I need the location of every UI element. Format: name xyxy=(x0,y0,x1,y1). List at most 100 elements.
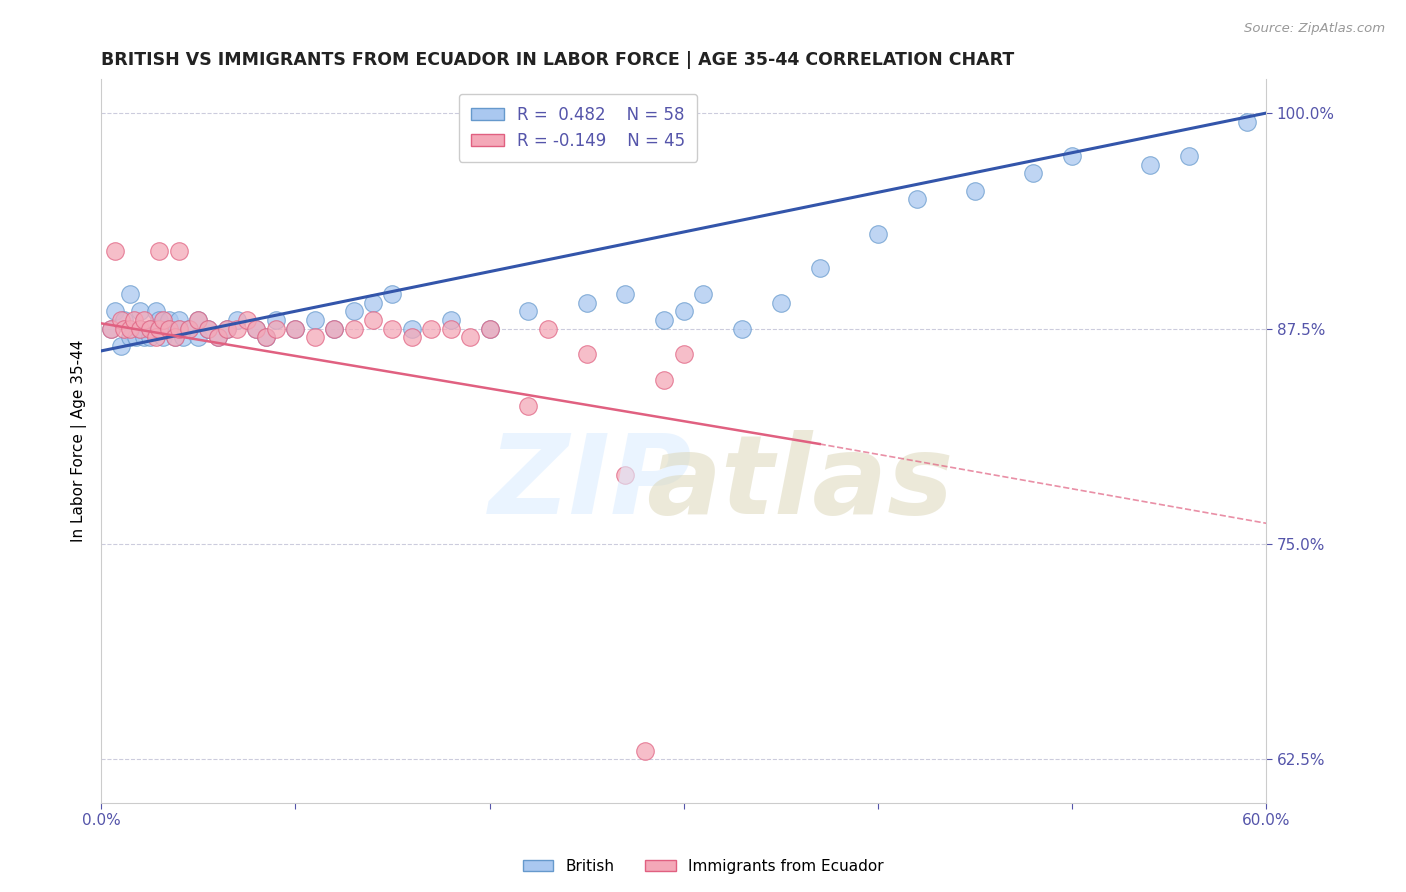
Point xyxy=(104,304,127,318)
Point xyxy=(129,321,152,335)
Point xyxy=(167,321,190,335)
Point xyxy=(264,313,287,327)
Text: atlas: atlas xyxy=(647,431,953,538)
Point xyxy=(138,330,160,344)
Text: Source: ZipAtlas.com: Source: ZipAtlas.com xyxy=(1244,22,1385,36)
Point xyxy=(148,313,170,327)
Point xyxy=(207,330,229,344)
Point xyxy=(304,313,326,327)
Point xyxy=(172,330,194,344)
Point xyxy=(866,227,889,241)
Legend: British, Immigrants from Ecuador: British, Immigrants from Ecuador xyxy=(516,853,890,880)
Point xyxy=(652,313,675,327)
Point xyxy=(167,321,190,335)
Point xyxy=(152,313,174,327)
Point xyxy=(129,304,152,318)
Point xyxy=(157,313,180,327)
Point xyxy=(342,304,364,318)
Point xyxy=(187,330,209,344)
Point xyxy=(440,313,463,327)
Point xyxy=(245,321,267,335)
Point xyxy=(304,330,326,344)
Point xyxy=(458,330,481,344)
Point xyxy=(1236,114,1258,128)
Point xyxy=(381,321,404,335)
Point xyxy=(125,330,148,344)
Point xyxy=(163,330,186,344)
Point xyxy=(614,468,637,483)
Point xyxy=(157,321,180,335)
Point xyxy=(132,313,155,327)
Point xyxy=(284,321,307,335)
Point xyxy=(323,321,346,335)
Point xyxy=(114,321,136,335)
Point xyxy=(575,347,598,361)
Point xyxy=(769,295,792,310)
Point xyxy=(148,321,170,335)
Point xyxy=(110,339,132,353)
Point xyxy=(132,330,155,344)
Point xyxy=(120,330,142,344)
Point xyxy=(652,373,675,387)
Point xyxy=(187,313,209,327)
Point xyxy=(148,244,170,258)
Point xyxy=(478,321,501,335)
Point xyxy=(575,295,598,310)
Point xyxy=(731,321,754,335)
Point xyxy=(342,321,364,335)
Point xyxy=(692,287,714,301)
Point xyxy=(217,321,239,335)
Text: ZIP: ZIP xyxy=(489,431,692,538)
Point xyxy=(152,330,174,344)
Point xyxy=(138,321,160,335)
Point xyxy=(1139,158,1161,172)
Point xyxy=(100,321,122,335)
Point xyxy=(254,330,277,344)
Point xyxy=(672,304,695,318)
Point xyxy=(614,287,637,301)
Point xyxy=(226,313,249,327)
Point xyxy=(197,321,219,335)
Point xyxy=(361,295,384,310)
Point xyxy=(381,287,404,301)
Point xyxy=(478,321,501,335)
Point xyxy=(120,287,142,301)
Point xyxy=(207,330,229,344)
Point xyxy=(163,330,186,344)
Point xyxy=(114,313,136,327)
Point xyxy=(537,321,560,335)
Point xyxy=(284,321,307,335)
Point xyxy=(401,321,423,335)
Y-axis label: In Labor Force | Age 35-44: In Labor Force | Age 35-44 xyxy=(72,339,87,541)
Point xyxy=(245,321,267,335)
Point xyxy=(420,321,443,335)
Point xyxy=(1022,166,1045,180)
Point xyxy=(634,744,657,758)
Point xyxy=(110,313,132,327)
Legend: R =  0.482    N = 58, R = -0.149    N = 45: R = 0.482 N = 58, R = -0.149 N = 45 xyxy=(458,95,697,161)
Point xyxy=(177,321,200,335)
Point xyxy=(401,330,423,344)
Point xyxy=(1062,149,1084,163)
Point xyxy=(808,261,831,276)
Point xyxy=(1177,149,1199,163)
Point xyxy=(517,399,540,413)
Point xyxy=(264,321,287,335)
Point xyxy=(323,321,346,335)
Point xyxy=(167,313,190,327)
Point xyxy=(138,321,160,335)
Point xyxy=(672,347,695,361)
Text: BRITISH VS IMMIGRANTS FROM ECUADOR IN LABOR FORCE | AGE 35-44 CORRELATION CHART: BRITISH VS IMMIGRANTS FROM ECUADOR IN LA… xyxy=(101,51,1014,69)
Point xyxy=(120,321,142,335)
Point xyxy=(236,313,259,327)
Point xyxy=(177,321,200,335)
Point xyxy=(361,313,384,327)
Point xyxy=(157,321,180,335)
Point xyxy=(963,184,986,198)
Point xyxy=(148,321,170,335)
Point xyxy=(197,321,219,335)
Point xyxy=(517,304,540,318)
Point xyxy=(145,330,167,344)
Point xyxy=(122,313,145,327)
Point xyxy=(905,192,928,206)
